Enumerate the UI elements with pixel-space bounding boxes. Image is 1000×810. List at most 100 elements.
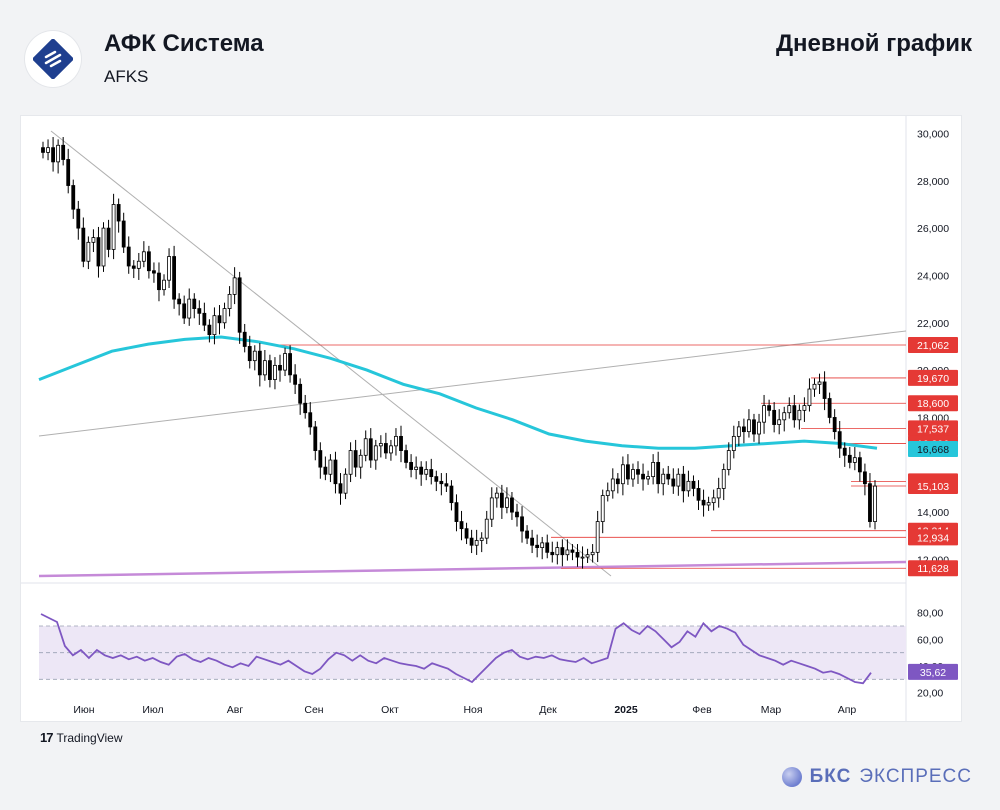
x-tick-label: 2025 bbox=[614, 704, 638, 716]
candle-body bbox=[66, 159, 71, 186]
candle-body bbox=[489, 497, 494, 520]
candle-body bbox=[71, 185, 76, 210]
candle-body bbox=[222, 308, 227, 324]
candle-body bbox=[328, 459, 333, 475]
candle-body bbox=[852, 457, 857, 463]
candle-body bbox=[651, 462, 656, 478]
candle-body bbox=[318, 450, 323, 468]
candle-body bbox=[656, 462, 661, 485]
candle-body bbox=[842, 447, 847, 456]
candle-body bbox=[721, 469, 726, 489]
candle-body bbox=[414, 466, 419, 470]
level-price-badge bbox=[908, 369, 958, 386]
candle-body bbox=[167, 256, 171, 281]
candle-body bbox=[76, 208, 81, 229]
level-price-label: 18,600 bbox=[917, 398, 949, 410]
candle-body bbox=[187, 298, 192, 319]
candle-body bbox=[757, 421, 761, 435]
candle-body bbox=[499, 492, 504, 508]
y-tick-label: 14,000 bbox=[917, 507, 949, 519]
candle-body bbox=[338, 483, 343, 494]
candle-body bbox=[126, 246, 131, 267]
tradingview-text: TradingView bbox=[56, 730, 123, 745]
tradingview-attribution[interactable]: 17 TradingView bbox=[40, 730, 123, 745]
candle-body bbox=[691, 480, 696, 489]
candle-body bbox=[515, 511, 519, 518]
candle-body bbox=[681, 473, 686, 492]
candle-body bbox=[419, 466, 424, 475]
x-tick-label: Июн bbox=[73, 704, 94, 716]
candle-body bbox=[257, 350, 262, 376]
level-price-badge bbox=[908, 478, 958, 495]
candle-body bbox=[293, 374, 298, 385]
axes: 30,00028,00026,00024,00022,00020,00018,0… bbox=[73, 128, 958, 716]
candle-body bbox=[106, 227, 111, 250]
candle-body bbox=[474, 540, 479, 546]
candle-body bbox=[464, 528, 469, 539]
candle-body bbox=[772, 409, 777, 425]
candle-body bbox=[177, 298, 182, 305]
candle-body bbox=[429, 469, 434, 478]
candle-body bbox=[706, 502, 711, 506]
candle-body bbox=[736, 426, 741, 437]
level-price-label: 21,062 bbox=[917, 340, 949, 352]
candle-body bbox=[212, 315, 217, 336]
candle-body bbox=[96, 237, 101, 267]
candle-body bbox=[797, 409, 802, 421]
ma-price-badge bbox=[908, 440, 958, 457]
candle-body bbox=[479, 537, 484, 541]
candle-body bbox=[747, 419, 751, 433]
candle-body bbox=[202, 312, 207, 326]
candle-body bbox=[232, 277, 237, 295]
candle-body bbox=[827, 398, 832, 418]
candle-body bbox=[661, 473, 666, 485]
candle-body bbox=[343, 473, 348, 494]
candle-body bbox=[444, 483, 449, 487]
candle-body bbox=[237, 277, 242, 333]
price-chart[interactable]: 30,00028,00026,00024,00022,00020,00018,0… bbox=[21, 116, 961, 721]
candle-body bbox=[459, 521, 464, 530]
candle-body bbox=[530, 537, 535, 546]
candle-body bbox=[832, 417, 837, 433]
candle-body bbox=[847, 454, 852, 463]
candle-body bbox=[782, 412, 787, 421]
candle-body bbox=[394, 435, 398, 447]
candle-body bbox=[777, 419, 782, 425]
candle-body bbox=[358, 454, 363, 468]
candle-body bbox=[217, 315, 222, 324]
x-tick-label: Окт bbox=[381, 704, 399, 716]
candle-body bbox=[247, 346, 252, 362]
candle-body bbox=[822, 381, 827, 399]
candle-body bbox=[595, 521, 600, 553]
candle-body bbox=[555, 547, 560, 556]
candle-body bbox=[641, 473, 645, 480]
candle-body bbox=[278, 364, 282, 371]
candle-body bbox=[383, 443, 388, 454]
company-logo bbox=[25, 31, 81, 87]
tradingview-logo-icon: 17 bbox=[40, 730, 54, 745]
candle-body bbox=[686, 480, 691, 492]
candle-body bbox=[101, 227, 106, 267]
candle-body bbox=[565, 549, 570, 556]
candle-body bbox=[131, 265, 136, 269]
rsi-tick-label: 20,00 bbox=[917, 688, 943, 700]
ticker-symbol: AFKS bbox=[104, 67, 149, 86]
x-tick-label: Апр bbox=[838, 704, 857, 716]
candle-body bbox=[636, 469, 640, 475]
candle-body bbox=[333, 459, 338, 485]
candle-body bbox=[545, 542, 550, 553]
x-tick-label: Мар bbox=[761, 704, 782, 716]
candle-body bbox=[434, 476, 439, 482]
candle-body bbox=[298, 383, 303, 404]
x-tick-label: Фев bbox=[692, 704, 712, 716]
candle-body bbox=[580, 556, 585, 559]
candle-body bbox=[494, 492, 499, 499]
candle-body bbox=[404, 450, 408, 463]
candle-body bbox=[207, 324, 212, 336]
candle-body bbox=[711, 497, 716, 504]
level-price-badge bbox=[908, 560, 958, 577]
candle-body bbox=[146, 251, 151, 272]
candle-body bbox=[242, 331, 247, 347]
candle-body bbox=[227, 293, 232, 309]
candle-body bbox=[868, 483, 872, 522]
